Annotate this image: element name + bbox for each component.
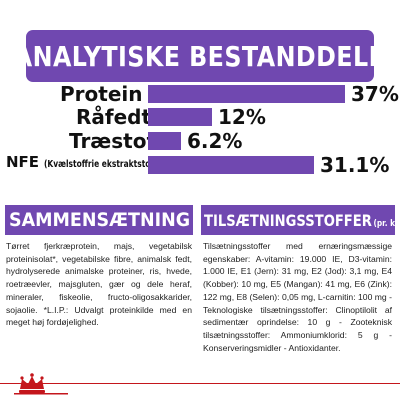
crown-shape	[20, 376, 44, 389]
logo-underline	[14, 393, 68, 395]
additives-title-suffix: (pr. kg)	[373, 218, 395, 229]
analysis-bar	[148, 85, 345, 103]
brand-strip	[0, 383, 400, 400]
analysis-label: Protein	[60, 82, 143, 106]
analysis-value: 6.2%	[187, 129, 243, 153]
composition-header: SAMMENSÆTNING	[5, 205, 193, 235]
analysis-row-fat: Råfedt 12%	[0, 105, 400, 129]
analysis-title: ANALYTISKE BESTANDDELE	[14, 39, 386, 73]
analysis-value: 12%	[218, 105, 266, 129]
analysis-bar	[148, 156, 314, 174]
analysis-label: NFE (Kvælstoffrie ekstraktstoffer)	[6, 153, 211, 171]
additives-title-main: TILSÆTNINGSSTOFFER	[204, 210, 372, 230]
analysis-row-protein: Protein 37%	[0, 82, 400, 106]
analysis-row-nfe: NFE (Kvælstoffrie ekstraktstoffer) 31.1%	[0, 153, 400, 177]
analysis-label: Råfedt	[76, 105, 152, 129]
crown-jewel	[20, 376, 24, 380]
analysis-bar	[148, 108, 212, 126]
crown-jewel	[40, 376, 44, 380]
additives-text: Tilsætningsstoffer med ernæringsmæssige …	[203, 241, 392, 353]
composition-title: SAMMENSÆTNING	[9, 209, 191, 231]
crown-jewel	[30, 373, 34, 377]
additives-title: TILSÆTNINGSSTOFFER(pr. kg)	[204, 211, 395, 230]
analysis-row-fibre: Træstof 6.2%	[0, 129, 400, 153]
analysis-header: ANALYTISKE BESTANDDELE	[14, 30, 385, 82]
analysis-value: 37%	[351, 82, 399, 106]
crown-logo	[14, 373, 68, 395]
analysis-bar	[148, 132, 181, 150]
composition-text: Tørret fjerkræprotein, majs, vegetabilsk…	[6, 241, 192, 328]
crown-base	[19, 390, 45, 393]
analysis-value: 31.1%	[320, 153, 390, 177]
analysis-label: Træstof	[69, 129, 156, 153]
analysis-label-main: NFE	[6, 153, 40, 171]
additives-header: TILSÆTNINGSSTOFFER(pr. kg)	[201, 205, 395, 235]
analysis-label-sub: (Kvælstoffrie ekstraktstoffer)	[44, 159, 170, 170]
